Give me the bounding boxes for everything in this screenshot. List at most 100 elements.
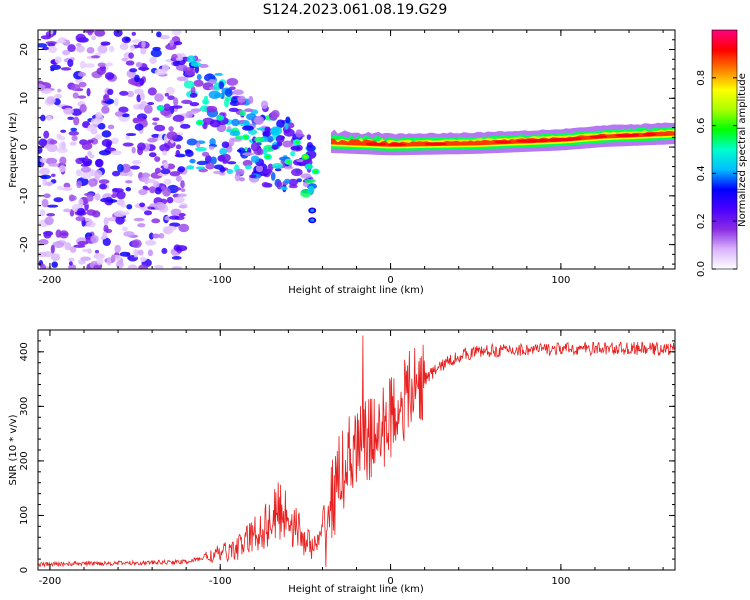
spectrogram-cell [178, 204, 188, 209]
spectrogram-cell [288, 178, 298, 186]
figure-title: S124.2023.061.08.19.G29 [263, 2, 448, 18]
spectrogram-cell [44, 216, 54, 226]
spectrogram-cell [175, 149, 181, 157]
spectrogram-cell [152, 117, 160, 122]
spectrogram-cell [106, 256, 112, 266]
spectrogram-cell [59, 156, 67, 165]
spectrogram-cell [172, 114, 185, 122]
spectrogram-peak [424, 142, 447, 146]
spectrogram-cell [186, 55, 196, 63]
spectrogram-cell [222, 160, 229, 164]
spectrogram-cell [173, 41, 183, 46]
spectrogram-cell [304, 178, 316, 183]
spectrogram-cell [137, 223, 146, 228]
spectrogram-cell [46, 204, 59, 208]
spectrogram-cell [103, 224, 109, 233]
snr-y-tick-label: 400 [19, 342, 30, 361]
spectrogram-cell [115, 215, 125, 225]
spectrogram-cell [169, 39, 174, 47]
spectrogram-cell [76, 180, 82, 189]
spectrogram-cell [86, 47, 95, 54]
spectrogram-cell [284, 121, 289, 130]
spectrogram-cell [39, 157, 47, 163]
spectrogram-y-tick-label: 10 [19, 92, 30, 105]
spectrogram-cell [203, 100, 209, 105]
spectrogram-cell [60, 67, 72, 71]
spectrogram-cell [296, 159, 304, 163]
spectrogram-cell [107, 124, 115, 130]
spectrogram-cell [184, 67, 196, 76]
spectrogram-cell [124, 37, 130, 42]
spectrogram-cell [86, 221, 96, 228]
spectrogram-cell [86, 87, 91, 97]
spectrogram-peak [546, 138, 562, 142]
spectrogram-cell [189, 102, 200, 107]
spectrogram-cell [264, 126, 271, 133]
spectrogram-cell [110, 254, 116, 263]
spectrogram-cell [126, 90, 135, 98]
spectrogram-cell [138, 264, 149, 269]
spectrogram-cell [94, 249, 100, 254]
spectrogram-cell [48, 163, 60, 167]
spectrogram-cell [170, 208, 182, 216]
spectrogram-cell [186, 165, 195, 170]
spectrogram-cell [83, 30, 95, 33]
spectrogram-cell [77, 71, 87, 77]
spectrogram-cell [67, 116, 75, 121]
spectrogram-cell [79, 60, 86, 69]
spectrogram-cell [276, 119, 285, 128]
spectrogram-cell [136, 94, 142, 103]
colorbar-tick-label: 0.0 [696, 261, 707, 277]
spectrogram-cell [275, 135, 285, 143]
spectrogram-cell [158, 106, 163, 110]
spectrogram-cell [133, 248, 139, 258]
spectrogram-cell [185, 149, 194, 157]
spectrogram-cell [168, 126, 174, 132]
spectrogram-cell [40, 114, 46, 122]
spectrogram-cell [147, 87, 157, 96]
spectrogram-cell [147, 137, 157, 143]
spectrogram-cell [200, 105, 208, 112]
spectrogram-cell [154, 93, 164, 102]
spectrogram-cell [104, 72, 115, 80]
spectrogram-cell [78, 259, 86, 265]
spectrogram-cell [151, 133, 161, 138]
spectrogram-cell [143, 104, 153, 114]
spectrogram-cell [110, 137, 119, 145]
spectrogram-cell [235, 135, 245, 140]
spectrogram-cell [46, 213, 56, 217]
spectrogram-cell [95, 158, 104, 168]
spectrogram-cell [290, 151, 296, 157]
spectrogram-cell [178, 223, 190, 233]
spectrogram-ridge-band [331, 130, 675, 147]
spectrogram-cell [272, 162, 283, 169]
spectrogram-cell [49, 139, 58, 145]
spectrogram-cell [122, 226, 128, 232]
spectrogram-cell [133, 217, 145, 222]
spectrogram-cell [163, 161, 169, 169]
spectrogram-cell [80, 166, 92, 173]
spectrogram-cell [196, 160, 209, 166]
spectrogram-cell [45, 41, 58, 45]
spectrogram-cell [51, 261, 58, 268]
spectrogram-cell [53, 197, 64, 203]
snr-y-tick-label: 200 [19, 451, 30, 470]
spectrogram-cell [196, 74, 202, 81]
spectrogram-cell [90, 128, 98, 135]
spectrogram-cell [285, 116, 291, 124]
spectrogram-cell [109, 45, 115, 53]
spectrogram-cell [224, 98, 230, 108]
snr-y-tick-label: 300 [19, 397, 30, 416]
spectrogram-cell [156, 31, 162, 38]
spectrogram-cell [306, 134, 312, 140]
spectrogram-cell [306, 165, 311, 169]
spectrogram-cell [164, 92, 169, 97]
spectrogram-cell [126, 204, 133, 210]
spectrogram-cell [176, 76, 187, 82]
spectrogram-cell [254, 115, 265, 125]
spectrogram-cell [130, 44, 135, 52]
spectrogram-cell [47, 43, 56, 47]
spectrogram-cell [118, 106, 129, 113]
spectrogram-cell [75, 33, 86, 43]
spectrogram-cell [303, 155, 308, 159]
